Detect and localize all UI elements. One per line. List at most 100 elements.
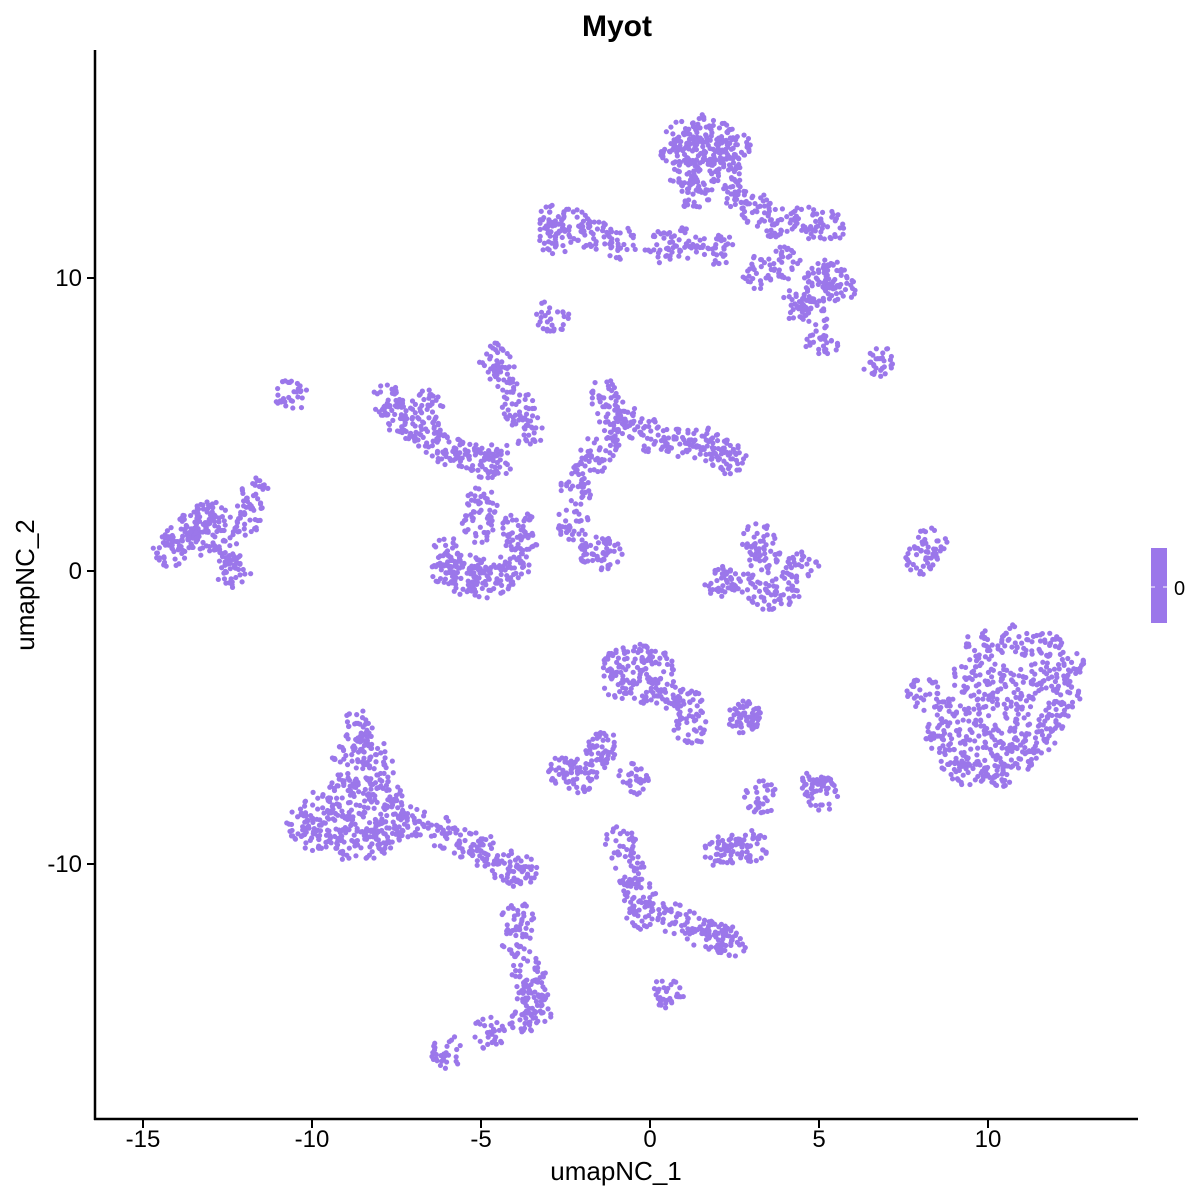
data-point	[576, 511, 582, 517]
data-point	[362, 836, 368, 842]
data-point	[625, 225, 631, 231]
data-point	[624, 846, 630, 853]
data-point	[363, 762, 369, 768]
data-point	[674, 145, 680, 151]
data-point	[732, 201, 738, 208]
data-point	[305, 823, 312, 829]
data-point	[369, 849, 375, 855]
data-point	[530, 532, 536, 538]
data-point	[175, 538, 181, 545]
data-point	[761, 203, 768, 209]
data-point	[587, 778, 593, 784]
data-point	[547, 305, 553, 311]
data-point	[284, 820, 290, 826]
data-point	[743, 787, 749, 794]
data-point	[470, 467, 476, 473]
data-point	[691, 430, 697, 437]
data-point	[617, 880, 624, 886]
data-point	[820, 297, 826, 303]
data-point	[739, 941, 746, 947]
data-point	[993, 756, 999, 763]
data-point	[602, 841, 609, 847]
data-point	[523, 392, 529, 398]
data-point	[1044, 660, 1050, 666]
data-point	[384, 403, 390, 409]
data-point	[628, 847, 634, 853]
data-point	[766, 205, 772, 211]
data-point	[642, 914, 649, 920]
data-point	[353, 765, 359, 771]
data-point	[1041, 736, 1047, 743]
data-point	[399, 832, 405, 839]
data-point	[750, 193, 756, 199]
data-point	[346, 711, 352, 717]
data-point	[741, 208, 748, 215]
data-point	[1028, 662, 1035, 668]
data-point	[647, 249, 654, 255]
data-point	[538, 208, 544, 214]
data-point	[320, 805, 326, 811]
data-point	[747, 852, 753, 859]
data-point	[579, 229, 586, 235]
data-point	[425, 402, 431, 408]
data-point	[365, 805, 371, 811]
data-point	[631, 865, 637, 871]
data-point	[904, 562, 910, 568]
data-point	[424, 428, 431, 435]
data-point	[1030, 677, 1037, 683]
data-point	[512, 857, 519, 863]
data-point	[630, 235, 636, 241]
data-point	[429, 409, 436, 415]
data-point	[753, 270, 760, 277]
data-point	[1008, 677, 1015, 683]
data-point	[746, 576, 752, 582]
data-point	[545, 246, 551, 252]
data-point	[776, 596, 782, 603]
data-point	[803, 297, 810, 303]
data-point	[828, 235, 834, 242]
data-point	[497, 464, 503, 470]
data-point	[332, 817, 338, 823]
data-point	[920, 563, 926, 569]
data-point	[457, 442, 463, 448]
data-point	[790, 315, 797, 321]
data-point	[749, 261, 755, 267]
data-point	[720, 253, 726, 259]
data-point	[361, 755, 367, 761]
data-point	[450, 457, 457, 463]
data-point	[605, 737, 611, 743]
data-point	[563, 507, 569, 513]
data-point	[928, 737, 934, 743]
points-layer	[150, 112, 1087, 1071]
data-point	[1024, 749, 1030, 755]
data-point	[518, 550, 525, 556]
data-point	[456, 451, 462, 457]
data-point	[810, 234, 817, 240]
data-point	[631, 405, 638, 412]
data-point	[584, 515, 590, 521]
data-point	[766, 256, 772, 262]
data-point	[161, 559, 168, 565]
data-point	[341, 839, 347, 845]
data-point	[315, 806, 321, 812]
data-point	[339, 856, 345, 862]
data-point	[643, 448, 649, 454]
data-point	[815, 281, 821, 287]
data-point	[400, 807, 406, 813]
data-point	[374, 772, 380, 778]
data-point	[496, 563, 503, 569]
data-point	[655, 229, 661, 235]
data-point	[960, 763, 966, 769]
data-point	[515, 950, 521, 956]
data-point	[465, 582, 471, 588]
data-point	[726, 847, 732, 853]
data-point	[734, 142, 740, 148]
data-point	[913, 703, 919, 710]
data-point	[835, 212, 841, 218]
data-point	[386, 421, 393, 428]
data-point	[700, 144, 706, 150]
data-point	[768, 227, 774, 233]
data-point	[179, 518, 185, 524]
data-point	[439, 830, 445, 836]
data-point	[474, 576, 481, 582]
